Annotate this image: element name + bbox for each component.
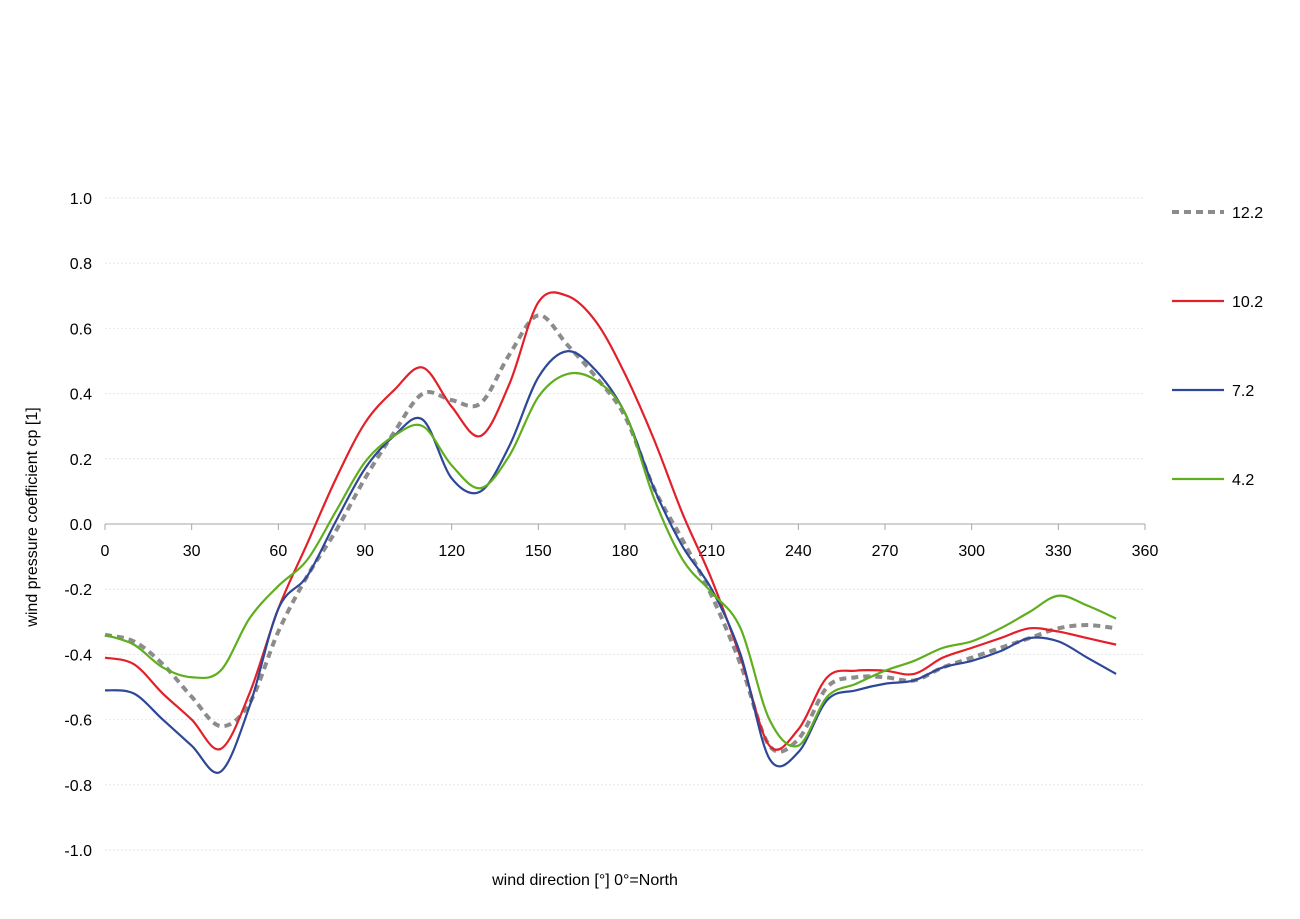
legend-item: 12.2	[1172, 205, 1263, 222]
y-axis-ticks: 1.0 0.8 0.6 0.4 0.2 0.0 -0.2 -0.4 -0.6 -0.8 -1.0	[64, 191, 92, 860]
y-tick-label: -1.0	[64, 843, 92, 860]
x-tick-label: 60	[269, 543, 287, 560]
legend-label: 4.2	[1232, 472, 1254, 489]
x-tick-label: 360	[1132, 543, 1159, 560]
series-lines	[104, 291, 1117, 774]
x-tick-label: 30	[183, 543, 201, 560]
x-axis: 0 30 60 90 120 150 180 210 240 270 300 330 360	[101, 523, 1159, 560]
x-tick-label: 150	[525, 543, 552, 560]
legend-label: 12.2	[1232, 205, 1263, 222]
y-tick-label: -0.6	[64, 713, 92, 730]
y-tick-label: 0.2	[70, 452, 92, 469]
series-line-4-2	[104, 371, 1117, 748]
x-tick-label: 270	[872, 543, 899, 560]
x-tick-label: 240	[785, 543, 812, 560]
x-axis-title: wind direction [°] 0°=North	[491, 872, 678, 889]
gridlines	[105, 197, 1145, 851]
y-tick-label: -0.4	[64, 647, 92, 664]
y-tick-label: 1.0	[70, 191, 92, 208]
x-tick-label: 120	[438, 543, 465, 560]
x-tick-label: 0	[101, 543, 110, 560]
x-tick-label: 210	[698, 543, 725, 560]
legend-label: 7.2	[1232, 383, 1254, 400]
y-tick-label: 0.8	[70, 256, 92, 273]
x-tick-label: 90	[356, 543, 374, 560]
legend-item: 10.2	[1172, 294, 1263, 311]
legend-label: 10.2	[1232, 294, 1263, 311]
x-tick-label: 180	[612, 543, 639, 560]
y-axis-title: wind pressure coefficient cp [1]	[24, 407, 41, 627]
series-line-7-2	[104, 350, 1117, 774]
y-tick-label: 0.6	[70, 321, 92, 338]
legend-item: 4.2	[1172, 472, 1254, 489]
y-tick-label: 0.4	[70, 387, 92, 404]
y-tick-label: -0.2	[64, 582, 92, 599]
y-tick-label: 0.0	[70, 517, 92, 534]
x-tick-label: 300	[958, 543, 985, 560]
x-tick-label: 330	[1045, 543, 1072, 560]
y-tick-label: -0.8	[64, 778, 92, 795]
series-line-12-2	[104, 313, 1117, 754]
legend-item: 7.2	[1172, 383, 1254, 400]
legend: 12.2 10.2 7.2 4.2	[1172, 205, 1263, 489]
